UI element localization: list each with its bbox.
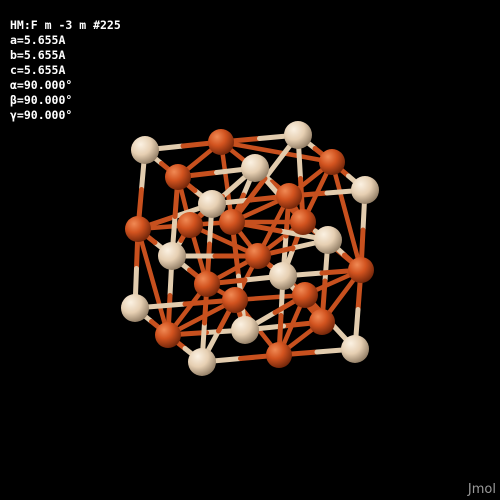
bond xyxy=(218,139,235,225)
cell-b-label: b=5.655A xyxy=(10,48,66,62)
atom-tan xyxy=(351,176,379,204)
atom-orange xyxy=(165,164,191,190)
atom-orange xyxy=(219,209,245,235)
bond xyxy=(329,159,364,273)
atom-orange xyxy=(266,342,292,368)
atom-tan xyxy=(231,316,259,344)
atom-tan xyxy=(158,242,186,270)
jmol-logo: Jmol xyxy=(467,482,496,497)
atom-tan xyxy=(341,335,369,363)
atom-orange xyxy=(319,149,345,175)
cell-gamma-label: γ=90.000° xyxy=(10,108,73,122)
atom-orange xyxy=(290,209,316,235)
unit-cell-info: HM:F m -3 m #225 a=5.655A b=5.655A c=5.6… xyxy=(10,18,121,123)
atom-orange xyxy=(348,257,374,283)
atom-tan xyxy=(314,226,342,254)
atom-orange xyxy=(208,129,234,155)
atom-tan xyxy=(121,294,149,322)
bond xyxy=(135,226,171,338)
atom-layer xyxy=(121,121,379,376)
atom-orange xyxy=(276,183,302,209)
cell-a-label: a=5.655A xyxy=(10,33,66,47)
cell-c-label: c=5.655A xyxy=(10,63,66,77)
atom-orange xyxy=(309,309,335,335)
atom-tan xyxy=(269,262,297,290)
atom-orange xyxy=(155,322,181,348)
atom-tan xyxy=(284,121,312,149)
bond xyxy=(218,139,335,165)
atom-orange xyxy=(222,287,248,313)
atom-tan xyxy=(198,190,226,218)
atom-orange xyxy=(292,282,318,308)
atom-orange xyxy=(177,212,203,238)
cell-alpha-label: α=90.000° xyxy=(10,78,73,92)
atom-tan xyxy=(188,348,216,376)
cell-beta-label: β=90.000° xyxy=(10,93,73,107)
atom-tan xyxy=(241,154,269,182)
space-group-label: HM:F m -3 m #225 xyxy=(10,18,121,32)
atom-orange xyxy=(245,243,271,269)
atom-orange xyxy=(194,271,220,297)
atom-orange xyxy=(125,216,151,242)
atom-tan xyxy=(131,136,159,164)
